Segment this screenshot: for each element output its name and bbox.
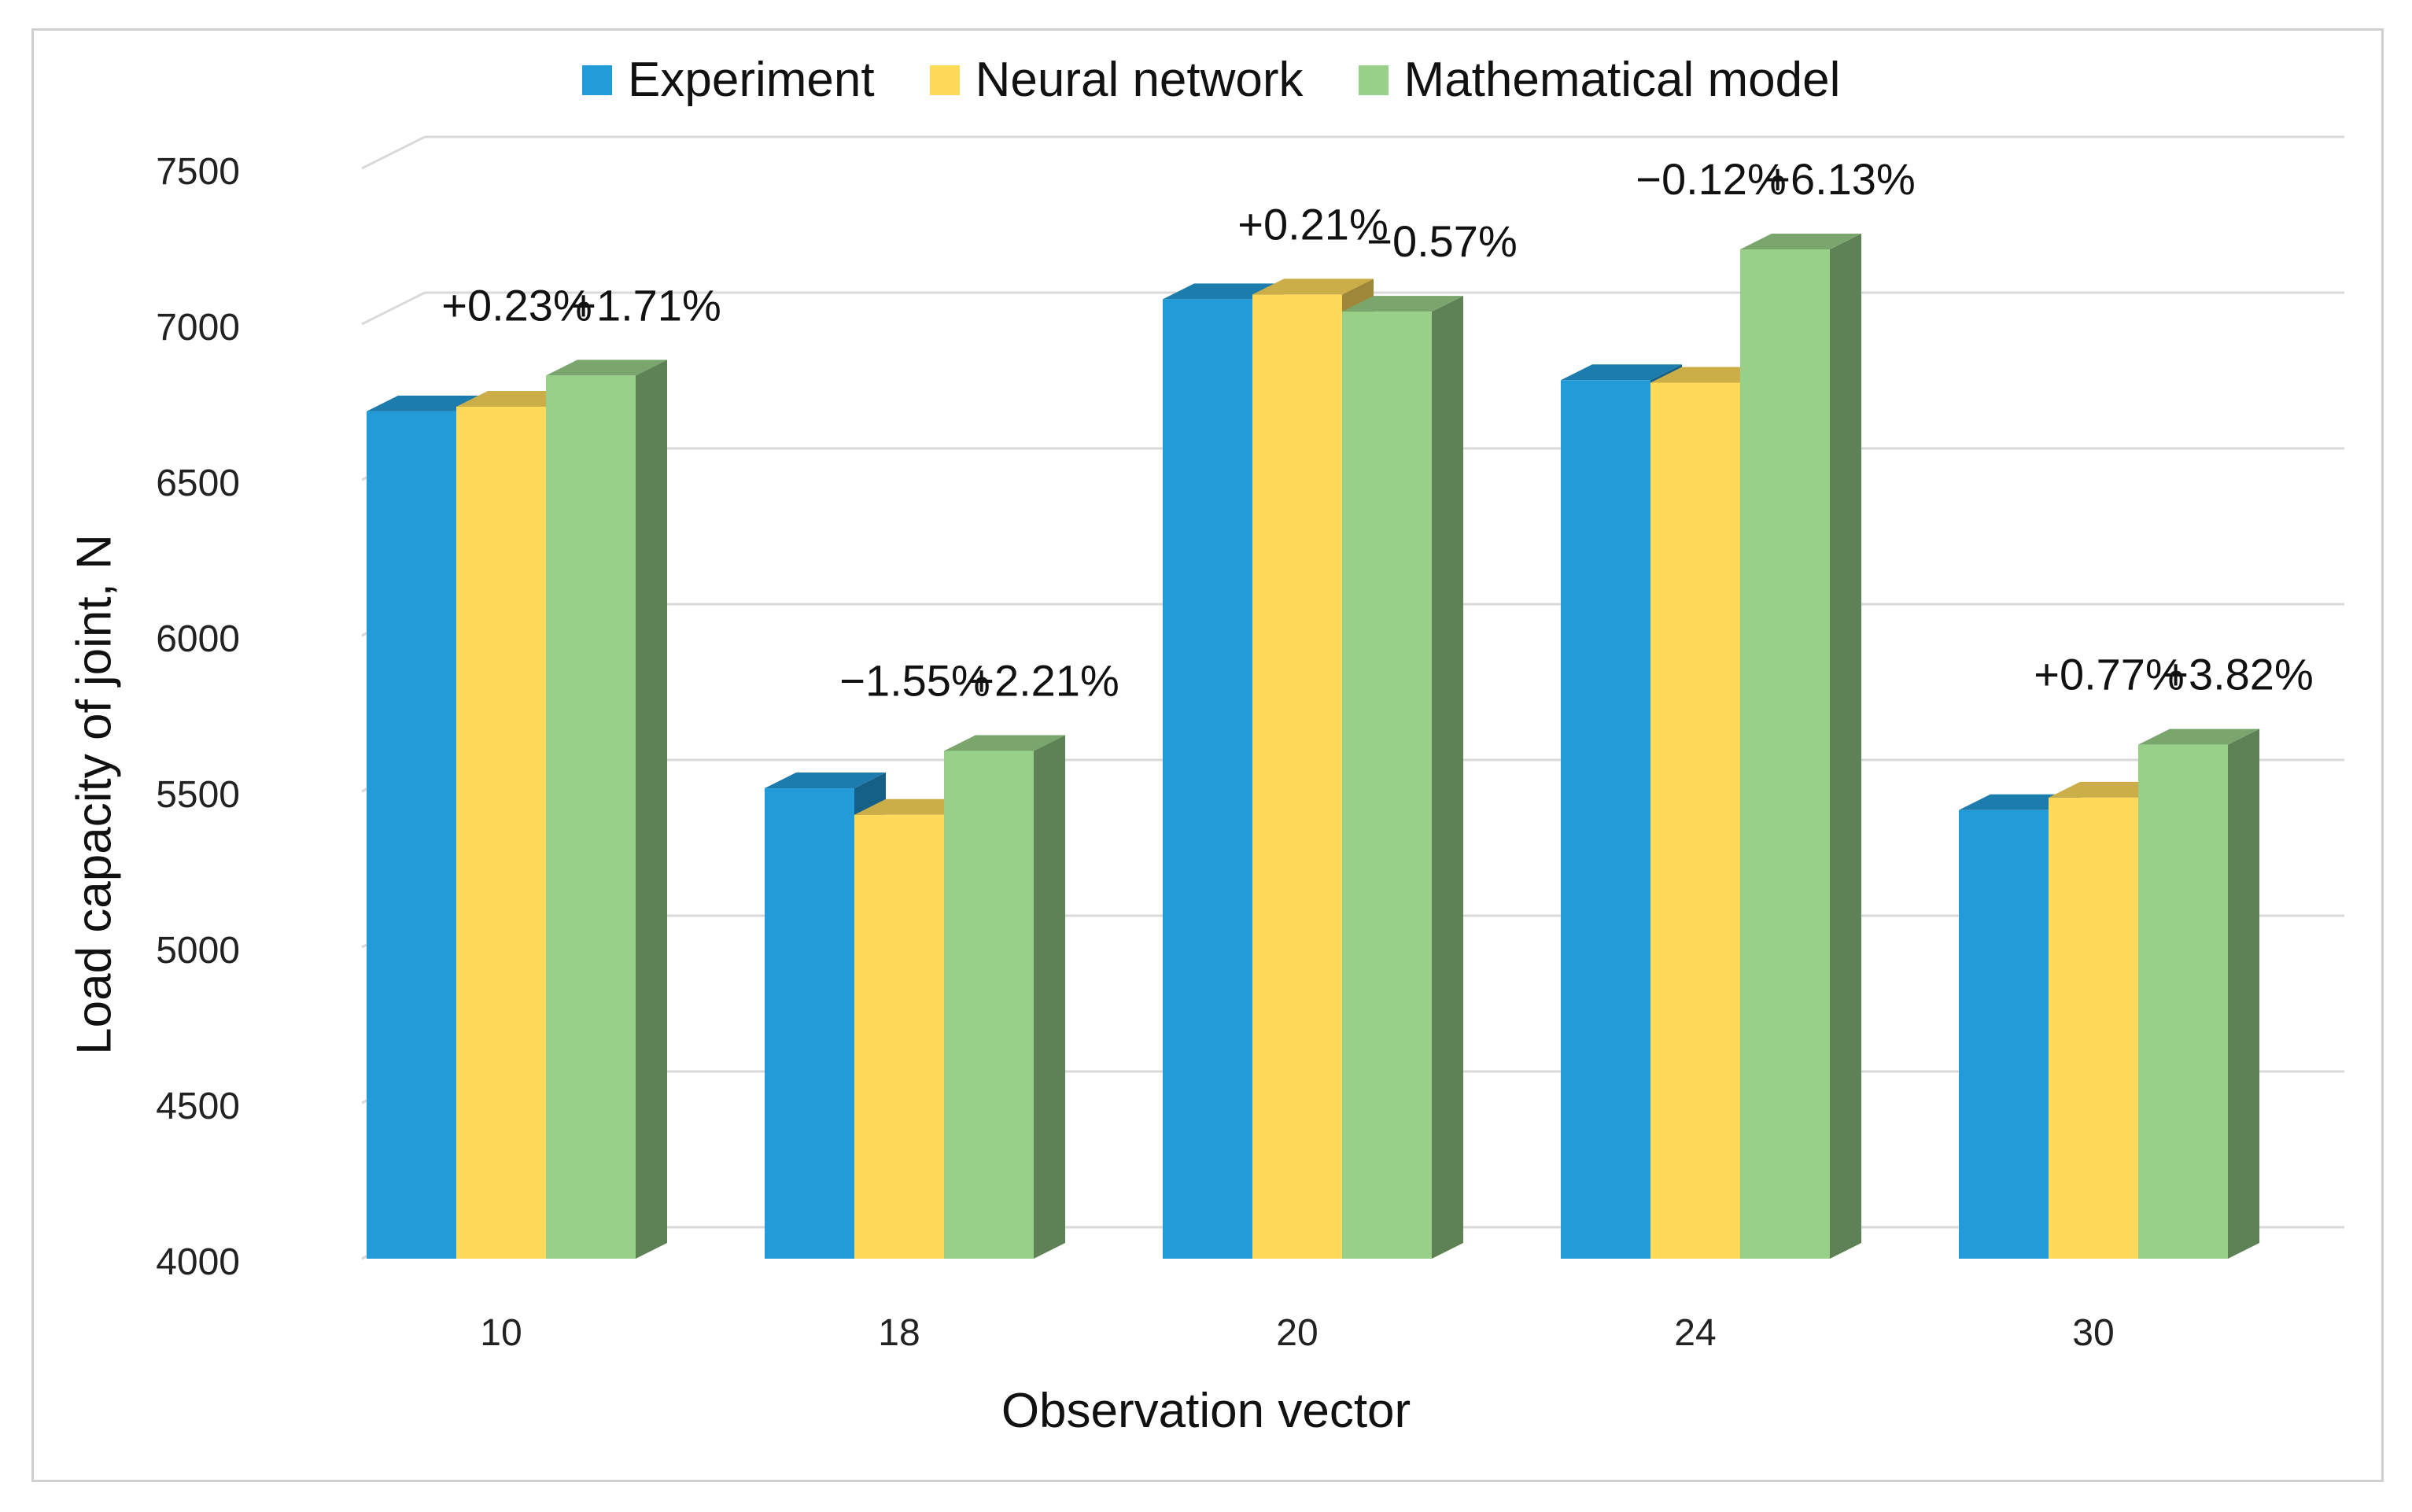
y-tick-label: 6000	[156, 618, 240, 660]
x-tick-label: 18	[878, 1312, 920, 1354]
bar-20-mathematical-model	[1342, 312, 1432, 1259]
bar-10-neural-network	[456, 406, 546, 1259]
bar-10-mathematical-model	[546, 375, 636, 1259]
legend-item-mathematical-model: Mathematical model	[1358, 52, 1841, 108]
legend-item-neural-network: Neural network	[929, 52, 1304, 108]
bar-24-neural-network	[1650, 382, 1740, 1259]
bar-10-experiment	[367, 411, 456, 1259]
bar-20-neural-network	[1252, 294, 1342, 1259]
bar-30-neural-network	[2049, 797, 2138, 1259]
x-tick-label: 30	[2072, 1312, 2114, 1354]
grid-diagonal-7500	[361, 135, 426, 170]
y-tick-label: 6500	[156, 463, 240, 504]
data-label-neural-network: −0.12%	[1636, 154, 1787, 204]
bar-top-18-0	[765, 773, 886, 789]
y-axis-title: Load capacity of joint, N	[67, 534, 122, 1055]
legend-label-neural-network: Neural network	[975, 53, 1304, 107]
legend: Experiment Neural network Mathematical m…	[582, 52, 1895, 108]
bar-side-24-2	[1830, 233, 1861, 1259]
y-tick-label: 7500	[156, 151, 240, 193]
legend-swatch-experiment	[582, 65, 612, 95]
y-tick-label: 4500	[156, 1086, 240, 1127]
legend-label-mathematical-model: Mathematical model	[1403, 53, 1841, 107]
bar-18-mathematical-model	[944, 750, 1034, 1259]
bar-18-experiment	[765, 788, 854, 1259]
bar-top-20-2	[1342, 296, 1463, 312]
legend-item-experiment: Experiment	[582, 52, 875, 108]
bar-side-18-2	[1034, 735, 1065, 1259]
data-label-mathematical-model: +3.82%	[2163, 650, 2314, 699]
bar-side-30-2	[2228, 728, 2259, 1259]
data-label-neural-network: +0.21%	[1237, 199, 1389, 249]
data-label-mathematical-model: +6.13%	[1765, 154, 1916, 204]
y-tick-label: 4000	[156, 1241, 240, 1283]
bar-24-mathematical-model	[1740, 249, 1830, 1259]
legend-label-experiment: Experiment	[628, 53, 875, 107]
y-tick-label: 5500	[156, 774, 240, 816]
x-tick-label: 10	[480, 1312, 522, 1354]
data-label-mathematical-model: −0.57%	[1366, 216, 1518, 266]
bar-24-experiment	[1561, 380, 1650, 1259]
bar-top-24-0	[1561, 364, 1682, 381]
x-tick-label: 24	[1674, 1312, 1716, 1354]
data-label-neural-network: +0.23%	[441, 280, 592, 330]
bar-top-18-2	[944, 735, 1065, 751]
bar-top-30-2	[2138, 728, 2259, 745]
y-tick-label: 5000	[156, 930, 240, 972]
bar-top-20-1	[1252, 278, 1374, 295]
y-tick-label: 7000	[156, 307, 240, 348]
x-axis-title: Observation vector	[1001, 1384, 1411, 1438]
bar-top-10-2	[546, 360, 667, 376]
data-label-neural-network: −1.55%	[839, 656, 990, 706]
bar-18-neural-network	[854, 814, 944, 1259]
x-tick-label: 20	[1276, 1312, 1318, 1354]
legend-swatch-neural-network	[929, 65, 960, 95]
data-label-mathematical-model: +1.71%	[570, 280, 721, 330]
data-label-mathematical-model: +2.21%	[968, 656, 1119, 706]
bar-30-mathematical-model	[2138, 744, 2228, 1259]
grid-diagonal-7000	[361, 291, 426, 326]
bar-side-10-2	[636, 360, 667, 1259]
bar-top-24-2	[1740, 233, 1861, 249]
bar-20-experiment	[1163, 299, 1252, 1259]
bar-30-experiment	[1959, 809, 2049, 1259]
bar-side-20-2	[1432, 296, 1463, 1259]
legend-swatch-mathematical-model	[1358, 65, 1389, 95]
data-label-neural-network: +0.77%	[2034, 650, 2185, 699]
